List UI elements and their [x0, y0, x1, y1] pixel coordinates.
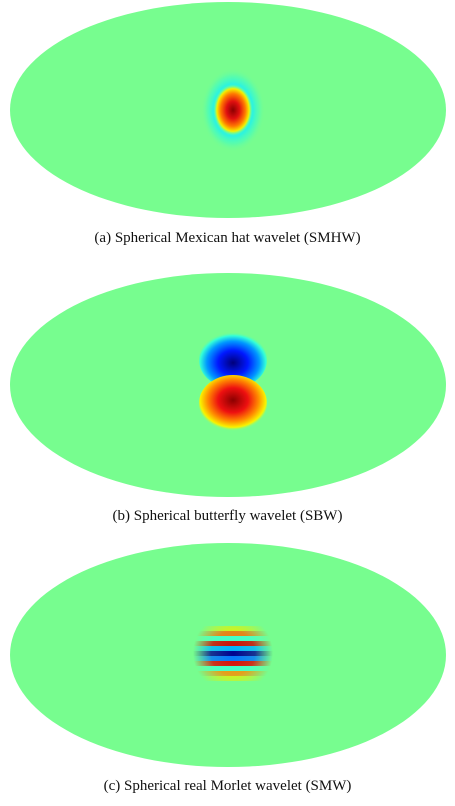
oscillation-band: [193, 666, 273, 671]
caption-a: (a) Spherical Mexican hat wavelet (SMHW): [94, 230, 361, 246]
wavelet-positive-lobe: [199, 375, 267, 431]
oscillation-band: [193, 646, 273, 651]
oscillation-band: [193, 636, 273, 641]
figure-panel-c: (c) Spherical real Morlet wavelet (SMW): [0, 540, 455, 806]
oscillation-band: [193, 641, 273, 646]
smhw-projection: [10, 2, 446, 218]
wavelet-positive-lobe: [214, 85, 252, 135]
figure-panel-b: (b) Spherical butterfly wavelet (SBW): [0, 265, 455, 540]
smw-projection: [10, 543, 446, 767]
sbw-projection: [10, 273, 446, 497]
oscillation-band: [193, 656, 273, 661]
oscillation-band: [193, 661, 273, 666]
oscillation-band: [193, 676, 273, 681]
oscillation-band: [193, 651, 273, 656]
oscillation-band: [193, 626, 273, 631]
wavelet-oscillation: [193, 626, 273, 681]
caption-b: (b) Spherical butterfly wavelet (SBW): [112, 508, 343, 524]
figure-panel-a: (a) Spherical Mexican hat wavelet (SMHW): [0, 0, 455, 265]
wavelet-negative-lobe: [199, 332, 267, 388]
caption-c: (c) Spherical real Morlet wavelet (SMW): [103, 778, 352, 794]
oscillation-band: [193, 671, 273, 676]
oscillation-band: [193, 631, 273, 636]
